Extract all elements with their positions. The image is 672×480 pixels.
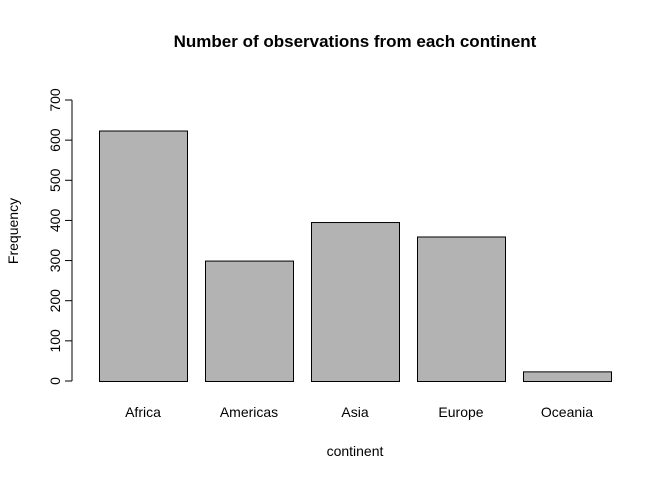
y-tick-label: 100 [47, 329, 63, 353]
y-tick-label: 400 [47, 209, 63, 233]
bar-europe [417, 236, 506, 382]
bar-oceania [523, 371, 612, 383]
x-tick-labels: Africa Americas Asia Europe Oceania [125, 404, 593, 420]
bars [99, 130, 612, 383]
x-axis-label: continent [327, 443, 384, 459]
x-tick-label: Americas [220, 404, 278, 420]
y-axis-label: Frequency [5, 198, 21, 264]
y-tick-label: 700 [47, 88, 63, 112]
x-tick-label: Asia [341, 404, 368, 420]
bar-americas [205, 260, 294, 383]
x-tick-label: Africa [125, 404, 161, 420]
bar-asia [311, 222, 400, 382]
y-axis: 0 100 200 300 400 500 600 700 [47, 88, 73, 385]
y-tick-label: 600 [47, 128, 63, 152]
y-tick-label: 0 [47, 377, 63, 385]
y-tick-label: 200 [47, 289, 63, 313]
x-tick-label: Europe [438, 404, 483, 420]
y-tick-label: 300 [47, 249, 63, 273]
bar-africa [99, 130, 188, 382]
x-tick-label: Oceania [541, 404, 593, 420]
chart-title: Number of observations from each contine… [174, 32, 537, 51]
y-tick-label: 500 [47, 168, 63, 192]
